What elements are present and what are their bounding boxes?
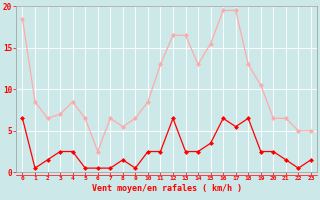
X-axis label: Vent moyen/en rafales ( km/h ): Vent moyen/en rafales ( km/h ) [92,184,242,193]
